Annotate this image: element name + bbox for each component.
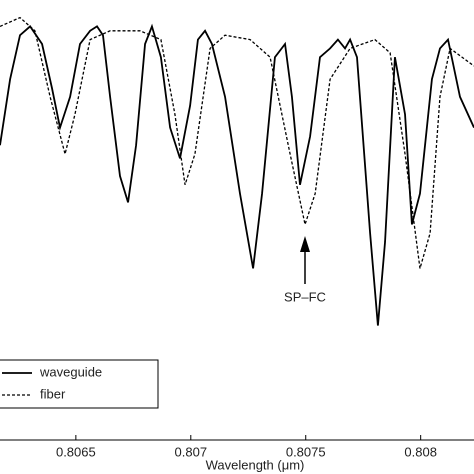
annotation: SP–FC	[284, 289, 326, 304]
series-line	[0, 16, 474, 269]
x-axis-label: Wavelength (μm)	[206, 457, 305, 472]
legend-label: fiber	[40, 386, 66, 401]
x-tick-label: 0.8065	[56, 444, 96, 459]
series-line	[0, 23, 474, 326]
x-tick-label: 0.807	[175, 444, 208, 459]
annotation-arrowhead	[300, 236, 310, 252]
x-tick-label: 0.808	[404, 444, 437, 459]
legend-box	[0, 359, 159, 409]
x-tick-label: 0.8075	[286, 444, 326, 459]
legend-label: waveguide	[39, 364, 102, 379]
